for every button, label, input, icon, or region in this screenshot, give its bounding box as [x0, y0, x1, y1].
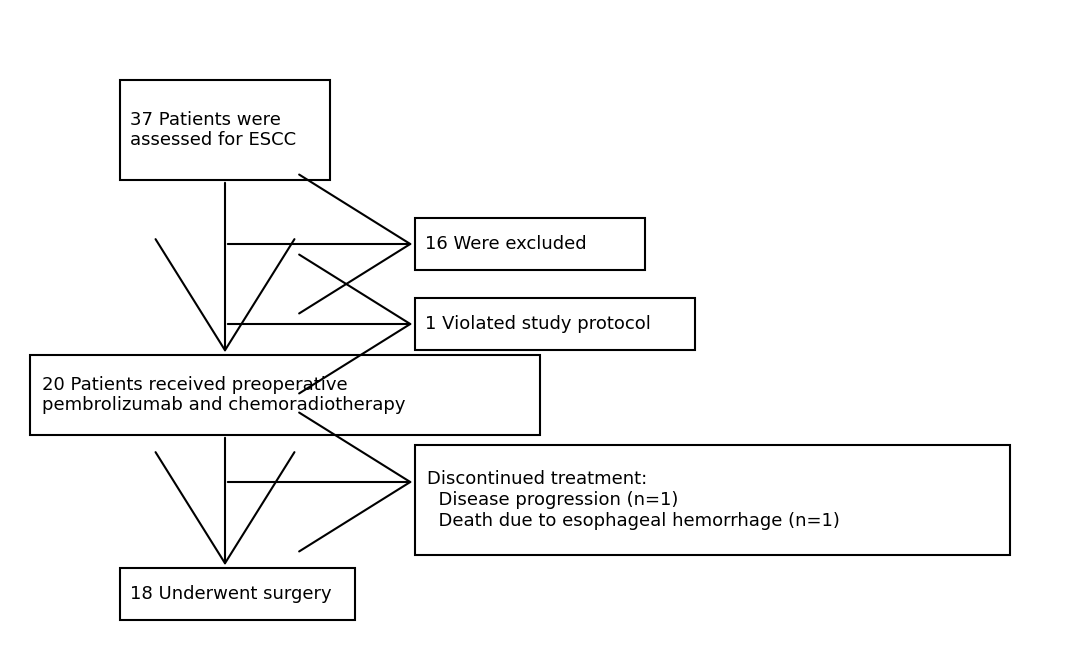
Bar [415, 445, 1010, 555]
Bar [120, 80, 330, 180]
Bar [30, 355, 540, 435]
Text: 16 Were excluded: 16 Were excluded [426, 235, 586, 253]
Bar [120, 568, 355, 620]
Bar [415, 218, 645, 270]
Text: 37 Patients were
assessed for ESCC: 37 Patients were assessed for ESCC [130, 111, 296, 150]
Text: 18 Underwent surgery: 18 Underwent surgery [130, 585, 332, 603]
Text: 20 Patients received preoperative
pembrolizumab and chemoradiotherapy: 20 Patients received preoperative pembro… [42, 376, 405, 415]
Text: 1 Violated study protocol: 1 Violated study protocol [426, 315, 651, 333]
Bar [415, 298, 696, 350]
Text: Discontinued treatment:
  Disease progression (n=1)
  Death due to esophageal he: Discontinued treatment: Disease progress… [427, 470, 840, 530]
